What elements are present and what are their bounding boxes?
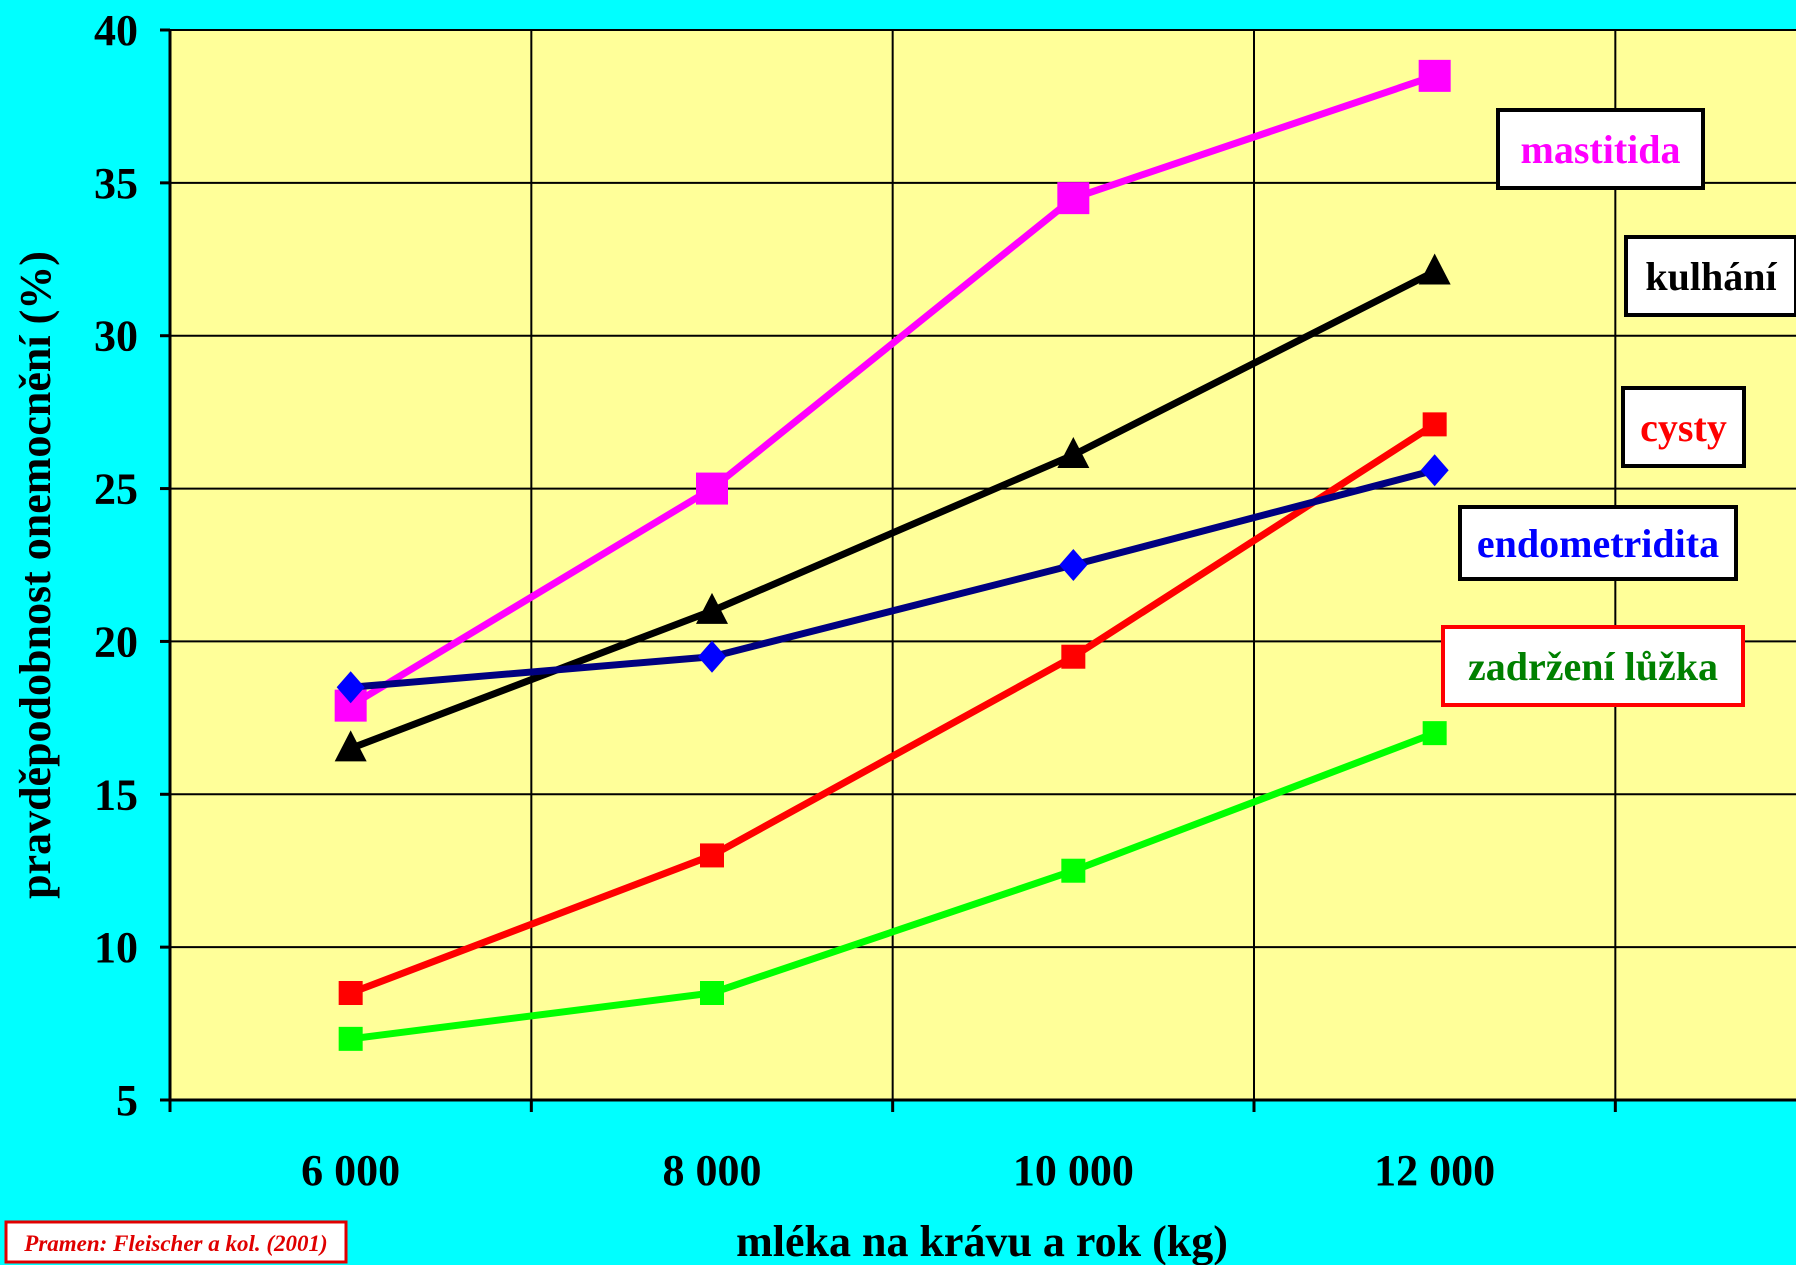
label-endometridita: endometridita — [1458, 505, 1738, 581]
series-line — [350, 466, 1436, 691]
series-endometridita — [336, 454, 1449, 704]
series-label-text: mastitida — [1521, 127, 1681, 172]
series-cysty — [338, 412, 1447, 1005]
y-tick-label: 25 — [94, 465, 138, 514]
x-tick-label: 10 000 — [1013, 1146, 1134, 1195]
y-tick-label: 5 — [116, 1076, 138, 1125]
label-box — [1458, 505, 1738, 581]
data-point — [1057, 436, 1090, 468]
data-point — [696, 592, 728, 624]
y-tick-label: 15 — [94, 770, 138, 819]
y-tick-label: 30 — [94, 312, 138, 361]
data-point — [1422, 721, 1447, 746]
data-point — [1420, 454, 1449, 487]
y-tick-label: 35 — [94, 159, 138, 208]
data-point — [1418, 253, 1451, 285]
data-point — [338, 1026, 363, 1051]
data-point — [1061, 644, 1086, 669]
series-label-text: endometridita — [1477, 521, 1719, 566]
series-labels: mastitida kulhání cysty endometridita zadrže… — [1441, 108, 1796, 707]
data-point — [338, 981, 363, 1005]
data-point — [1057, 182, 1090, 215]
label-cysty: cysty — [1621, 386, 1746, 468]
x-tick-label: 8 000 — [663, 1146, 762, 1195]
label-zadrzeni-luzka: zadržení lůžka — [1441, 625, 1745, 707]
axes — [160, 28, 1796, 1112]
data-point — [1422, 412, 1447, 437]
y-tick-label: 20 — [94, 617, 138, 666]
x-tick-label: 6 000 — [301, 1146, 400, 1195]
source-note: Pramen: Fleischer a kol. (2001) — [4, 1220, 348, 1264]
x-tick-label: 12 000 — [1374, 1146, 1495, 1195]
x-axis-title: mléka na krávu a rok (kg) — [736, 1217, 1228, 1265]
data-point — [700, 843, 724, 868]
label-mastitida: mastitida — [1496, 108, 1705, 190]
series-label-text: cysty — [1640, 405, 1727, 450]
series-line — [349, 268, 1437, 752]
series-line — [349, 421, 1437, 997]
y-axis-title: pravděpodobnost onemocnění (%) — [11, 251, 60, 899]
data-point — [696, 472, 728, 505]
series-lines — [334, 59, 1451, 1051]
y-tick-label: 40 — [94, 6, 138, 55]
label-box — [1621, 386, 1746, 468]
label-kulhani: kulhání — [1624, 235, 1796, 317]
data-point — [334, 730, 367, 762]
series-label-text: zadržení lůžka — [1468, 644, 1718, 689]
data-point — [1061, 858, 1086, 883]
series-mastitida — [334, 59, 1451, 722]
label-box — [1624, 235, 1796, 317]
data-point — [700, 981, 724, 1005]
source-note-text: Pramen: Fleischer a kol. (2001) — [23, 1231, 327, 1256]
series-label-text: kulhání — [1645, 254, 1777, 299]
data-point — [336, 671, 365, 704]
y-tick-label: 10 — [94, 923, 138, 972]
tick-labels: 5 10 15 20 25 30 35 40 6 000 8 000 10 000 12 000 — [94, 6, 1495, 1195]
source-note-box — [4, 1220, 348, 1264]
data-point — [1418, 59, 1451, 92]
series-line — [348, 72, 1436, 709]
label-box — [1496, 108, 1705, 190]
series-zadrzeni-luzka — [338, 721, 1447, 1051]
data-point — [1059, 549, 1088, 581]
data-point — [698, 640, 726, 673]
series-line — [350, 729, 1436, 1043]
series-kulhani — [334, 253, 1451, 762]
label-box — [1441, 625, 1745, 707]
